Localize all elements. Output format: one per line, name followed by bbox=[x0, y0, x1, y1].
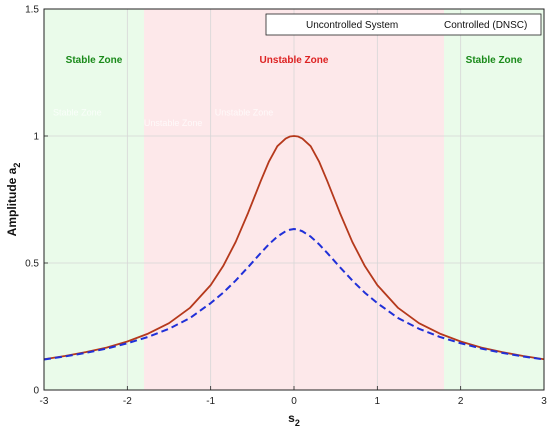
zone-label: Stable Zone bbox=[466, 55, 523, 66]
x-tick-label: -1 bbox=[206, 396, 215, 407]
zone-label: Stable Zone bbox=[66, 55, 123, 66]
zone-band bbox=[44, 9, 144, 390]
y-axis-label-subscript: 2 bbox=[12, 163, 22, 168]
series-layer bbox=[43, 135, 545, 361]
x-axis-label-subscript: 2 bbox=[295, 418, 300, 428]
zone-label: Unstable Zone bbox=[260, 55, 329, 66]
legend: Uncontrolled System Controlled (DNSC) bbox=[265, 13, 542, 36]
series-line bbox=[43, 135, 545, 361]
faint-zone-label: Stable Zone bbox=[53, 108, 102, 118]
y-tick-label: 1.5 bbox=[25, 5, 39, 16]
y-axis-label: Amplitude a2 bbox=[5, 163, 22, 237]
y-tick-label: 1 bbox=[33, 132, 39, 143]
legend-box bbox=[265, 13, 542, 36]
x-tick-label: 2 bbox=[458, 396, 464, 407]
faint-label-layer: Stable Zone Unstable Zone Unstable Zone bbox=[53, 108, 273, 128]
zone-band bbox=[444, 9, 544, 390]
x-axis-label: s2 bbox=[288, 411, 300, 428]
x-tick-label: -2 bbox=[123, 396, 132, 407]
tick-layer: -3 -2 -1 0 1 2 3 0 0.5 1 1.5 bbox=[25, 5, 547, 408]
series-line bbox=[43, 227, 545, 361]
legend-label: Uncontrolled System bbox=[306, 20, 398, 31]
x-tick-label: 3 bbox=[541, 396, 547, 407]
zone-label-layer: Stable Zone Unstable Zone Stable Zone bbox=[66, 55, 523, 66]
y-tick-label: 0 bbox=[33, 386, 39, 397]
x-tick-label: 0 bbox=[291, 396, 297, 407]
legend-label: Controlled (DNSC) bbox=[444, 20, 527, 31]
y-axis-label-main: Amplitude a bbox=[5, 167, 19, 236]
x-axis-label-main: s bbox=[288, 411, 295, 425]
faint-zone-label: Unstable Zone bbox=[144, 118, 203, 128]
x-tick-label: 1 bbox=[375, 396, 381, 407]
faint-zone-label: Unstable Zone bbox=[215, 108, 274, 118]
y-tick-label: 0.5 bbox=[25, 259, 39, 270]
x-tick-label: -3 bbox=[40, 396, 49, 407]
